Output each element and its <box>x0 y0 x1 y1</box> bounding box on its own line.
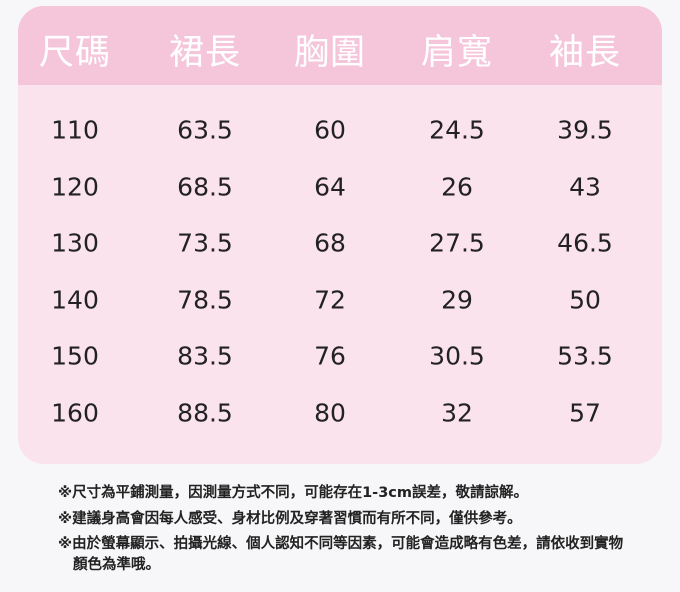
note-height: ※建議身高會因每人感受、身材比例及穿著習慣而有所不同，僅供參考。 <box>58 511 522 527</box>
table-cell: 57 <box>569 398 601 428</box>
table-cell: 72 <box>314 285 346 315</box>
table-cell: 27.5 <box>429 228 485 258</box>
table-cell: 26 <box>441 172 473 202</box>
table-cell: 63.5 <box>177 115 233 145</box>
table-cell: 64 <box>314 172 346 202</box>
table-cell: 24.5 <box>429 115 485 145</box>
table-cell: 160 <box>51 398 99 428</box>
table-cell: 76 <box>314 341 346 371</box>
table-cell: 60 <box>314 115 346 145</box>
note-color: ※由於螢幕顯示、拍攝光線、個人認知不同等因素，可能會造成略有色差，請依收到實物顏… <box>58 536 624 573</box>
table-cell: 120 <box>51 172 99 202</box>
table-cell: 50 <box>569 285 601 315</box>
table-cell: 80 <box>314 398 346 428</box>
table-cell: 39.5 <box>557 115 613 145</box>
table-cell: 32 <box>441 398 473 428</box>
column-header: 肩寬 <box>420 33 494 73</box>
table-cell: 78.5 <box>177 285 233 315</box>
table-cell: 150 <box>51 341 99 371</box>
size-chart-table: 尺碼 裙長 胸圍 肩寬 袖長 110 63.5 60 24.5 39.5 120 68.5 64 26 4… <box>18 6 662 464</box>
table-cell: 130 <box>51 228 99 258</box>
table-cell: 140 <box>51 285 99 315</box>
column-header: 袖長 <box>548 33 622 73</box>
table-cell: 43 <box>569 172 601 202</box>
column-header: 裙長 <box>168 33 242 73</box>
table-cell: 29 <box>441 285 473 315</box>
table-cell: 83.5 <box>177 341 233 371</box>
table-cell: 68 <box>314 228 346 258</box>
table-cell: 30.5 <box>429 341 485 371</box>
table-cell: 110 <box>51 115 99 145</box>
table-cell: 46.5 <box>557 228 613 258</box>
table-header: 尺碼 裙長 胸圍 肩寬 袖長 <box>18 6 662 85</box>
note-measurement: ※尺寸為平鋪測量，因測量方式不同，可能存在1-3cm誤差，敬請諒解。 <box>58 485 528 501</box>
table-cell: 68.5 <box>177 172 233 202</box>
table-cell: 53.5 <box>557 341 613 371</box>
notes: ※尺寸為平鋪測量，因測量方式不同，可能存在1-3cm誤差，敬請諒解。 ※建議身高… <box>58 480 648 576</box>
column-header: 尺碼 <box>38 33 112 73</box>
table-cell: 73.5 <box>177 228 233 258</box>
table-cell: 88.5 <box>177 398 233 428</box>
column-header: 胸圍 <box>293 33 367 73</box>
